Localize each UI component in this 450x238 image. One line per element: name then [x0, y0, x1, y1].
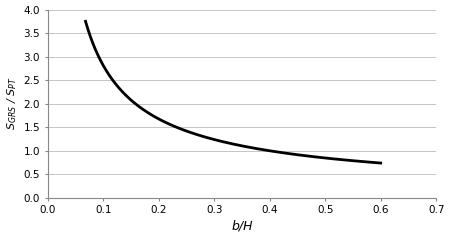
- Y-axis label: $S_{GRS}$ / $S_{PT}$: $S_{GRS}$ / $S_{PT}$: [5, 77, 19, 130]
- X-axis label: b/H: b/H: [231, 219, 253, 233]
